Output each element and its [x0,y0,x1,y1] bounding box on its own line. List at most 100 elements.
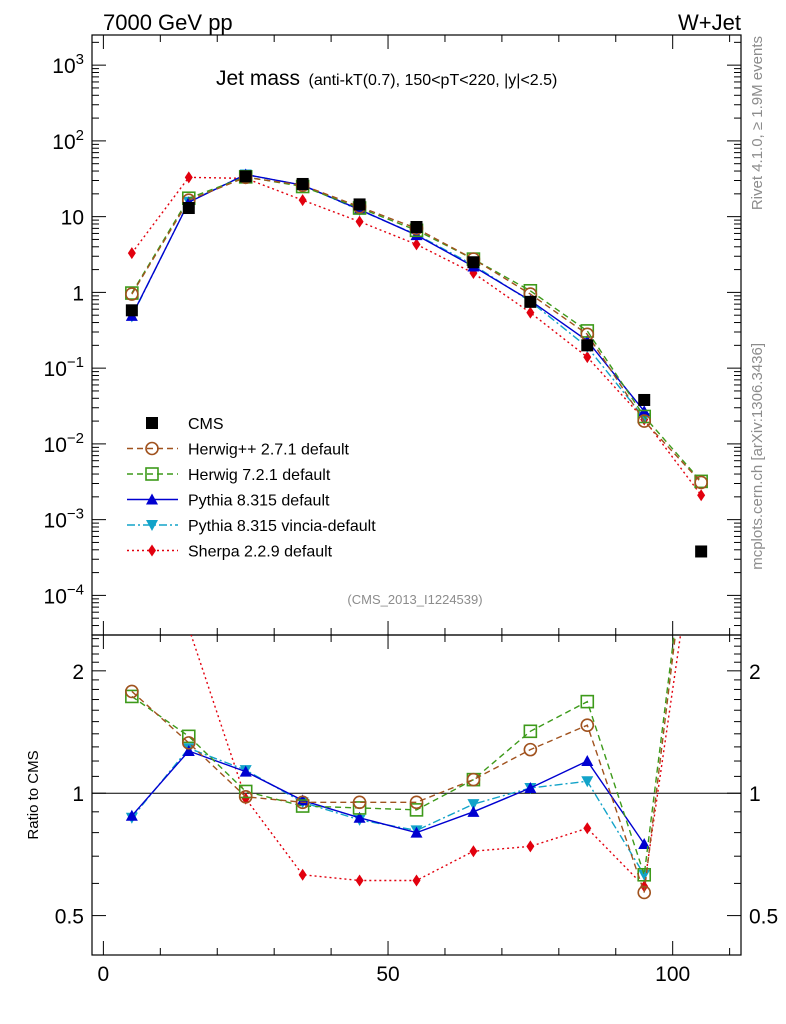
x-tick-label: 50 [376,963,399,986]
title-text: Jet mass [216,67,300,90]
ratio-series-pythia-8-315-vincia-default [125,743,651,881]
rivet-label: Rivet 4.1.0, ≥ 1.9M events [749,36,766,210]
data-point [355,215,364,228]
data-point [353,198,366,211]
ratio-ylabel: Ratio to CMS [25,750,42,839]
data-point [125,287,139,301]
legend-marker [146,417,158,429]
source-label: mcplots.cern.ch [arXiv:1306.3436] [749,343,766,570]
header-left: 7000 GeV pp [103,10,233,35]
series-pythia-8-315-vincia-default [125,169,651,424]
legend-label: Pythia 8.315 vincia-default [188,518,376,535]
legend: CMS Herwig++ 2.7.1 default Herwig 7.2.1 de… [127,416,376,561]
series-line [131,173,645,419]
ratio-point [409,803,424,817]
data-point [580,324,595,338]
y-tick-label: 10−2 [44,430,84,457]
data-point [467,256,480,269]
ratio-point [469,845,478,858]
ratio-point [181,736,196,750]
ratio-line [131,635,677,893]
legend-entry: Pythia 8.315 default [127,493,330,510]
series-cms [125,170,708,558]
legend-marker [146,493,158,505]
subtitle-text: (anti-kT(0.7), 150<pT<220, |y|<2.5) [308,72,557,89]
data-point [524,295,537,308]
ratio-point [353,811,366,823]
ratio-line [131,750,645,845]
ratio-point [355,874,364,887]
legend-marker [148,544,156,557]
ratio-point [182,745,195,757]
legend-entry: Sherpa 2.2.9 default [127,544,333,561]
ratio-series-pythia-8-315-default [125,745,651,850]
y-tick-label: 10−3 [44,506,84,533]
ratio-point [524,781,537,793]
ratio-point [352,795,367,810]
ratio-point [467,805,480,817]
watermark: (CMS_2013_I1224539) [347,592,482,607]
ratio-point [695,416,707,428]
y-tick-label: 102 [52,127,84,154]
data-point [638,393,651,406]
legend-label: Sherpa 2.2.9 default [188,544,333,561]
data-point [526,306,535,319]
ratio-y-tick-label: 2 [72,661,84,684]
y-tick-label: 103 [52,51,84,78]
ratio-point [295,799,310,813]
data-point [410,220,423,233]
ratio-point [581,755,594,767]
data-point [697,489,706,502]
ratio-y-tick-label: 1 [72,783,84,806]
ratio-point [239,765,252,777]
ratio-point [295,795,310,810]
ratio-point [125,689,139,704]
ratio-point [526,840,535,853]
ratio-point [128,480,136,492]
y-tick-label: 10 [61,207,84,230]
ratio-point [409,795,424,810]
ratio-point [238,789,253,804]
ratio-point [637,885,652,900]
data-point [637,409,652,424]
main-series [125,168,708,558]
ratio-point [583,822,592,835]
data-point [125,304,138,317]
data-point [127,247,136,260]
legend-label: Pythia 8.315 default [188,493,330,510]
legend-entry: Herwig++ 2.7.1 default [127,442,350,459]
ratio-y-tick-label: 0.5 [55,906,84,929]
ratio-series [125,411,707,900]
ratio-y-tick-label-right: 0.5 [749,906,778,929]
data-point [296,177,309,190]
ratio-point [298,868,307,881]
data-point [184,171,193,184]
legend-label: CMS [188,416,224,433]
y-tick-label: 1 [72,282,84,305]
ratio-line [131,635,675,876]
x-tick-label: 100 [655,963,690,986]
main-axes: 10−4 10−3 10−2 10−1 1 10 102 103 [44,34,742,955]
ratio-point [412,874,421,887]
ratio-point [185,622,193,634]
header-right: W+Jet [678,10,741,35]
y-tick-label: 10−4 [44,581,84,608]
data-point [637,414,652,428]
data-point [412,238,421,251]
ratio-series-herwig-2-7-1-default [125,416,707,900]
legend-entry: CMS [146,416,224,433]
data-point [581,339,594,352]
legend-entry: Herwig 7.2.1 default [127,467,331,484]
ratio-point [410,826,423,838]
ratio-y-tick-label-right: 1 [749,783,761,806]
ratio-line [131,747,645,876]
ratio-point [181,729,196,744]
ratio-axes: 0.5 0.5 1 1 2 2 0 50 100 [55,634,778,986]
chart-title: Jet mass (anti-kT(0.7), 150<pT<220, |y|<… [216,67,557,90]
ratio-point [695,411,707,423]
ratio-point [523,724,538,739]
data-point [583,351,592,364]
series-pythia-8-315-default [125,168,651,417]
ratio-point [467,799,480,811]
